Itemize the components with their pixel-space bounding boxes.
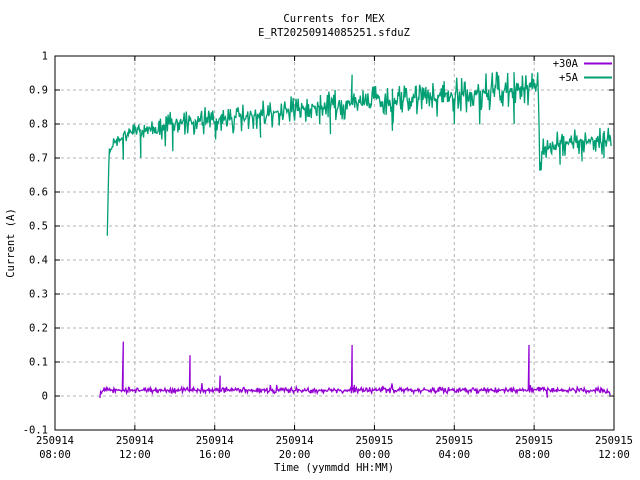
y-axis-label: Current (A) (5, 208, 17, 278)
x-tick-label-time: 08:00 (518, 449, 550, 461)
x-tick-label-date: 250914 (196, 435, 234, 447)
y-tick-label: 0 (42, 391, 48, 403)
y-tick-label: -0.1 (23, 425, 48, 437)
y-tick-label: 0.2 (29, 323, 48, 335)
axis-ticks (54, 55, 615, 431)
chart-subtitle: E_RT20250914085251.sfduZ (258, 27, 410, 39)
x-tick-label-date: 250914 (116, 435, 154, 447)
x-tick-label-time: 20:00 (279, 449, 311, 461)
legend: +30A +5A (553, 58, 612, 84)
grid (55, 56, 614, 430)
chart-title: Currents for MEX (283, 13, 385, 25)
x-tick-label-time: 00:00 (359, 449, 391, 461)
plot-border (54, 55, 615, 431)
x-tick-label-date: 250915 (595, 435, 633, 447)
x-tick-label-time: 08:00 (39, 449, 71, 461)
x-tick-label-time: 04:00 (438, 449, 470, 461)
x-axis-label: Time (yymmdd HH:MM) (274, 462, 394, 474)
data-series (99, 71, 612, 399)
x-tick-label-date: 250915 (515, 435, 553, 447)
legend-label-5A: +5A (559, 72, 579, 84)
y-tick-label: 0.9 (29, 85, 48, 97)
x-tick-label-time: 12:00 (598, 449, 630, 461)
y-tick-label: 0.3 (29, 289, 48, 301)
legend-label-30A: +30A (553, 58, 579, 70)
series-line-30A (99, 341, 611, 399)
y-tick-label: 0.4 (29, 255, 48, 267)
y-tick-label: 0.6 (29, 187, 48, 199)
x-tick-label-date: 250915 (435, 435, 473, 447)
x-tick-label-time: 12:00 (119, 449, 151, 461)
x-tick-label-date: 250914 (276, 435, 314, 447)
y-tick-label: 0.5 (29, 221, 48, 233)
tick-labels: 250914 08:00 250914 12:00 250914 16:00 250914 2… (23, 51, 633, 462)
x-tick-label-date: 250915 (355, 435, 393, 447)
y-tick-label: 0.8 (29, 119, 48, 131)
x-tick-label-time: 16:00 (199, 449, 231, 461)
series-line-5A (106, 71, 612, 236)
x-tick-label-date: 250914 (36, 435, 74, 447)
y-tick-label: 1 (42, 51, 48, 63)
y-tick-label: 0.7 (29, 153, 48, 165)
y-tick-label: 0.1 (29, 357, 48, 369)
